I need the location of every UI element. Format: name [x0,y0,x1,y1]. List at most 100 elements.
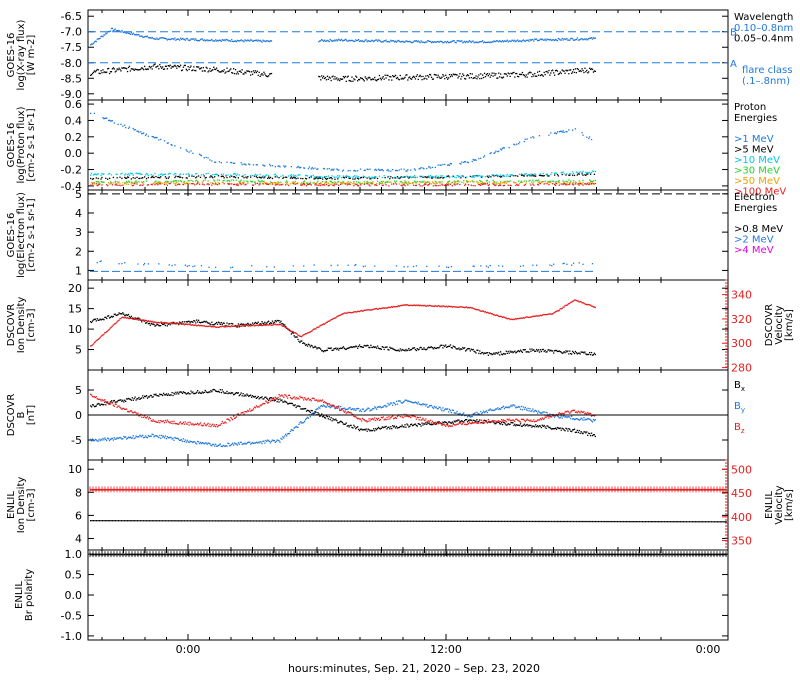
y-axis-label: log(Electron flux) [16,192,27,278]
y-tick-label: -8.0 [61,57,82,70]
y-axis-label: [cm-3] [26,308,37,341]
panel-frame-7 [87,549,729,641]
y-tick-label: 0.0 [65,589,83,602]
y-axis-label: ENLIL [6,491,17,519]
x-tick-label: 0:00 [176,643,201,656]
y-axis-label: [cm-2 s-1 sr-1] [26,198,37,271]
y-tick-label: -7.5 [61,41,82,54]
legend-title: Proton [734,102,766,113]
y-tick-label: 0.4 [65,114,83,127]
y-tick-label: 3 [75,226,82,239]
legend-note: (.1–.8nm) [742,76,790,87]
y-axis-label: GOES-16 [6,213,17,258]
panel-frame-6 [87,459,729,551]
y-tick-label: 0.2 [65,131,83,144]
y-tick-label: 0.6 [65,98,83,111]
x-tick-label: 12:00 [430,643,462,656]
y-tick-label: 8 [75,486,82,499]
y-axis-label: GOES-16 [6,33,17,78]
y-axis-label: [cm-3] [26,488,37,521]
right-y-tick-label: 280 [731,362,752,375]
legend-entry: >2 MeV [734,235,774,246]
y-tick-label: 4 [75,207,82,220]
series-bx [90,388,596,438]
y-tick-label: -5 [71,434,82,447]
series-0-05-0-4nm [90,63,596,83]
y-tick-label: 0.0 [65,147,83,160]
right-y-tick-label: 350 [731,535,752,548]
series--1-mev [90,112,593,172]
y-axis-label: [W m-2] [26,35,37,76]
series-by [90,399,596,448]
y-axis-label: DSCOVR [6,304,17,347]
legend-entry: >100 MeV [734,187,786,198]
y-tick-label: -6.5 [61,10,82,23]
x-axis-label: hours:minutes, Sep. 21, 2020 – Sep. 23, … [288,662,540,675]
legend-title: Energies [734,203,777,214]
panel-frame-1 [87,9,729,101]
legend-entry: 0.10–0.8nm [734,23,793,34]
y-tick-label: 0.5 [65,569,83,582]
legend-entry: By [734,401,745,414]
y-axis-label: Br polarity [24,569,35,621]
y-tick-label: 1.0 [65,548,83,561]
y-tick-label: 15 [68,303,82,316]
legend-entry: >1 MeV [734,134,774,145]
y-tick-label: 2 [75,245,82,258]
right-y-axis-label: [km/s] [784,309,795,341]
right-y-tick-label: 400 [731,511,752,524]
right-y-tick-label: 320 [731,313,752,326]
flare-level-label: B [730,28,737,39]
y-tick-label: 5 [75,188,82,201]
legend-entry: >0.8 MeV [734,224,783,235]
legend-entry: >4 MeV [734,245,774,256]
y-tick-label: 10 [68,463,82,476]
y-axis-label: Ion Density [16,297,27,354]
y-tick-label: 0 [75,409,82,422]
legend-entry: >50 MeV [734,176,780,187]
y-tick-label: 20 [68,282,82,295]
y-tick-label: 6 [75,509,82,522]
right-y-tick-label: 300 [731,337,752,350]
series--100-mev [90,182,596,187]
right-y-tick-label: 340 [731,289,752,302]
y-tick-label: 5 [75,344,82,357]
y-axis-label: [nT] [26,405,37,425]
y-axis-label: ENLIL [14,581,25,609]
y-tick-label: -7.0 [61,26,82,39]
x-tick-label: 0:00 [696,643,721,656]
series-ion-density [90,520,727,523]
legend-entry: Bx [734,380,745,393]
legend-title: Wavelength [734,12,793,23]
right-y-tick-label: 450 [731,487,752,500]
flare-level-label: A [730,59,737,70]
y-tick-label: 4 [75,532,82,545]
series-velocity [90,299,596,347]
legend-entry: 0.05–0.4nm [734,34,793,45]
right-y-axis-label: Velocity [774,305,785,344]
legend-note: flare class [742,65,792,76]
y-axis-label: log(X-ray flux) [16,19,27,90]
y-tick-label: -9.0 [61,88,82,101]
series-ion-density [90,312,596,356]
right-y-tick-label: 500 [731,463,752,476]
y-tick-label: -0.2 [61,164,82,177]
y-axis-label: Ion Density [16,477,27,534]
y-tick-label: -0.4 [61,180,82,193]
legend-title: Electron [734,192,775,203]
y-tick-label: 1 [75,264,82,277]
y-tick-label: 10 [68,323,82,336]
right-y-axis-label: DSCOVR [764,304,775,347]
right-y-axis-label: ENLIL [764,491,775,519]
y-axis-label: log(Proton flux) [16,106,27,183]
y-axis-label: B [16,411,27,418]
legend-entry: >5 MeV [734,145,774,156]
series-bz [90,393,596,428]
right-y-axis-label: [km/s] [784,489,795,521]
legend-entry: >10 MeV [734,155,780,166]
legend-title: Energies [734,113,777,124]
series--10-mev [90,170,596,179]
y-tick-label: -1.0 [61,630,82,643]
right-y-axis-label: Velocity [774,485,785,524]
